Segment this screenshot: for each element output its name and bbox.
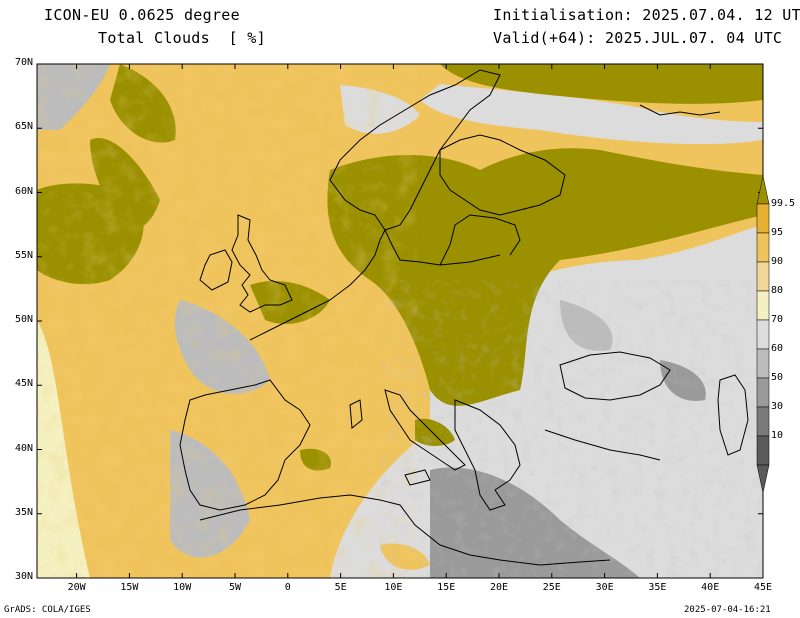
colorbar-segment: [756, 203, 770, 234]
lat-label-60n: 60N: [14, 185, 33, 197]
colorbar-label: 70: [771, 314, 784, 325]
lon-label-10e: 10E: [384, 582, 403, 593]
lat-label-40n: 40N: [14, 442, 33, 454]
colorbar-segment: [756, 377, 770, 408]
lon-label-15e: 15E: [437, 582, 456, 593]
colorbar-segment: [756, 406, 770, 437]
colorbar-label: 95: [771, 227, 784, 238]
lat-label-50n: 50N: [14, 314, 33, 325]
colorbar-label: 30: [771, 401, 784, 412]
colorbar-bottom-arrow: [756, 464, 770, 494]
colorbar-label: 50: [771, 372, 784, 383]
lon-label-20e: 20E: [489, 582, 509, 593]
variable-title: Total Clouds [ %]: [98, 29, 266, 47]
lon-label-20w: 20W: [67, 582, 86, 593]
model-title: ICON-EU 0.0625 degree: [44, 6, 240, 24]
lon-label-15w: 15W: [120, 582, 139, 593]
lon-label-5e: 5E: [334, 582, 347, 593]
colorbar-segment: [756, 435, 770, 466]
axis-ticks: [37, 63, 764, 579]
init-time: Initialisation: 2025.07.04. 12 UTC: [493, 6, 800, 24]
colorbar-segment: [756, 232, 770, 263]
lon-label-10w: 10W: [173, 582, 192, 593]
cloud-cover-field: [37, 64, 763, 578]
colorbar: [756, 175, 770, 494]
lat-label-30n: 30N: [14, 571, 33, 582]
lon-label-5w: 5W: [228, 582, 242, 593]
lat-label-65n: 65N: [14, 121, 33, 133]
lon-label-35e: 35E: [648, 582, 667, 593]
colorbar-label: 10: [771, 430, 784, 441]
lon-label-25e: 25E: [542, 582, 561, 593]
colorbar-segment: [756, 319, 770, 350]
colorbar-label: 99.5: [771, 198, 796, 209]
valid-time: Valid(+64): 2025.JUL.07. 04 UTC: [493, 29, 783, 47]
colorbar-label: 90: [771, 256, 784, 267]
lat-label-45n: 45N: [14, 378, 33, 390]
colorbar-label: 60: [771, 343, 784, 354]
lat-label-70n: 70N: [14, 57, 33, 68]
colorbar-segment: [756, 290, 770, 321]
footer-timestamp: 2025-07-04-16:21: [684, 605, 771, 615]
lat-label-55n: 55N: [14, 249, 33, 261]
lon-label-0: 0: [284, 582, 291, 593]
colorbar-segment: [756, 261, 770, 292]
lon-label-30e: 30E: [595, 582, 614, 593]
coastlines: [179, 69, 749, 566]
lon-label-45e: 45E: [753, 582, 773, 593]
lon-label-40e: 40E: [701, 582, 720, 593]
colorbar-label: 80: [771, 285, 784, 296]
lat-label-35n: 35N: [14, 506, 33, 518]
colorbar-segment: [756, 348, 770, 379]
footer-credit: GrADS: COLA/IGES: [4, 605, 91, 615]
